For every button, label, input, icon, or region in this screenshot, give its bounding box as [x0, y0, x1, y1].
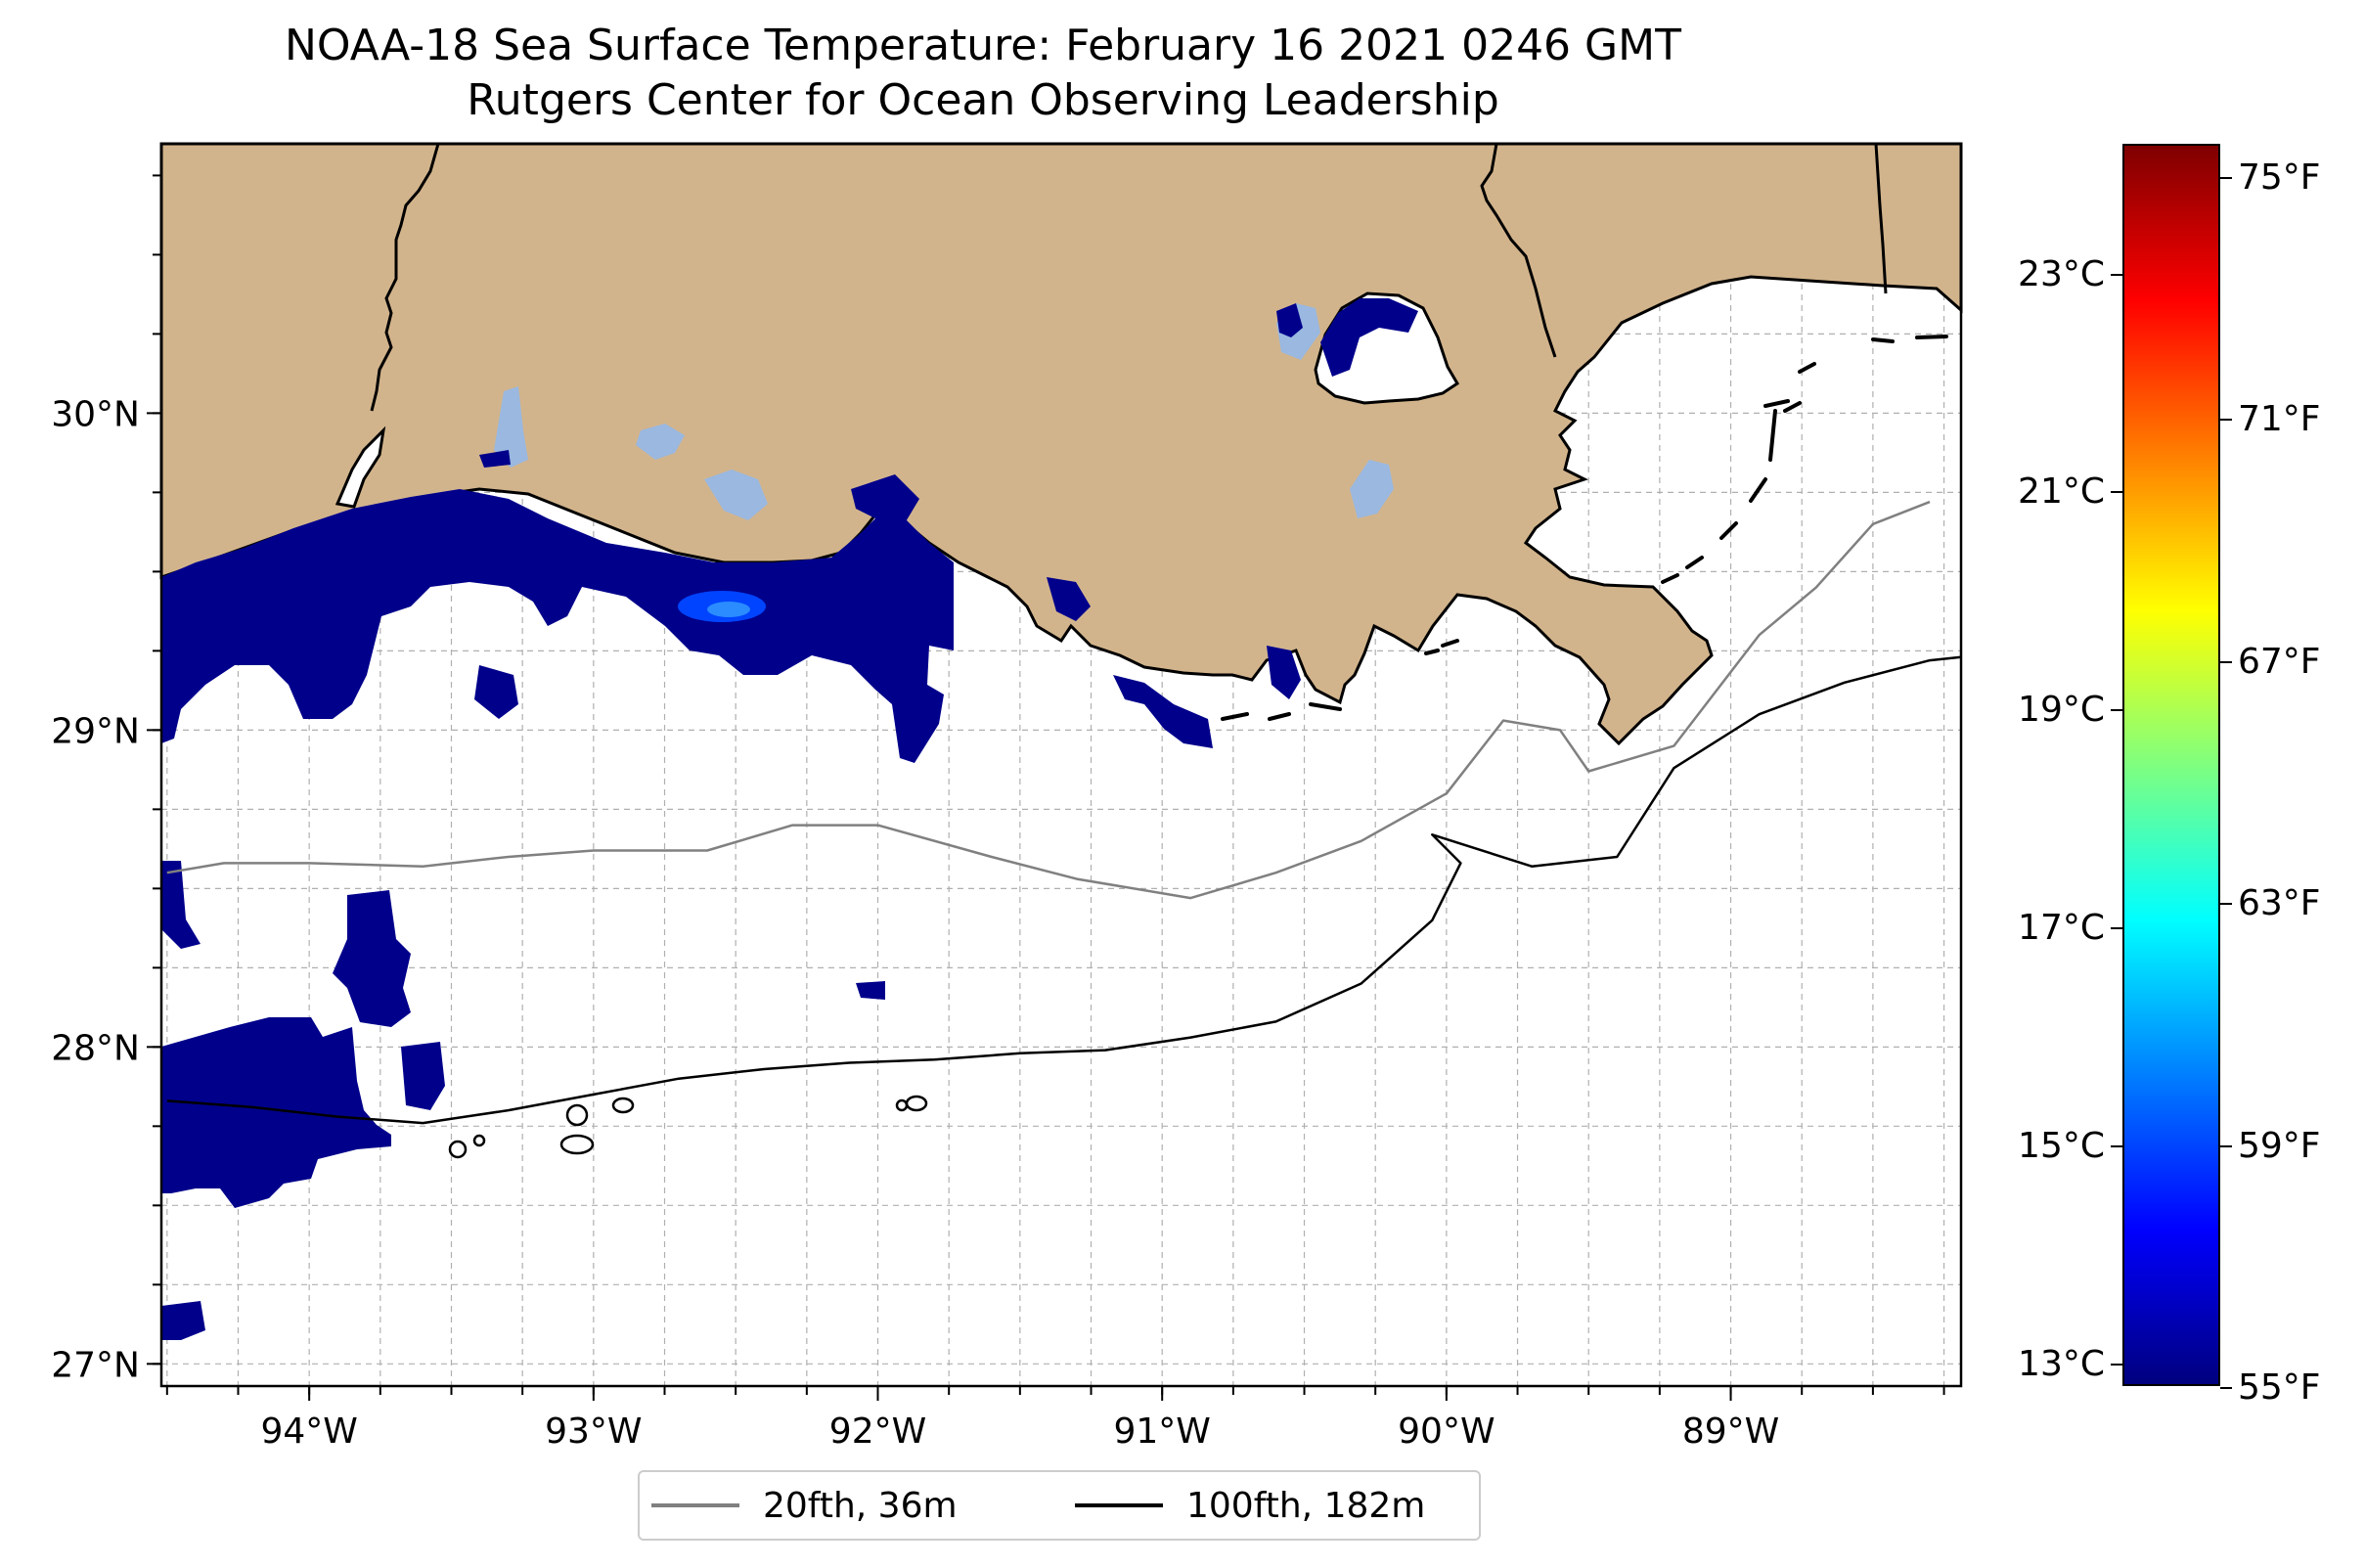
- map-title: NOAA-18 Sea Surface Temperature: Februar…: [285, 21, 1681, 70]
- lat-tick-label: 27°N: [51, 1345, 140, 1385]
- colorbar-fahrenheit-label: 75°F: [2238, 157, 2321, 198]
- colorbar-fahrenheit-tick: [2220, 660, 2232, 663]
- lon-tick-label: 92°W: [829, 1411, 926, 1452]
- map-subtitle: Rutgers Center for Ocean Observing Leade…: [467, 75, 1499, 125]
- colorbar-celsius-tick: [2111, 491, 2122, 494]
- colorbar-fahrenheit-label: 59°F: [2238, 1125, 2321, 1166]
- colorbar-fahrenheit-label: 67°F: [2238, 641, 2321, 682]
- legend-label-20fth: 20fth, 36m: [763, 1485, 958, 1526]
- legend-item-100fth: 100fth, 182m: [1075, 1472, 1425, 1539]
- border-ms-al: [1874, 143, 1888, 294]
- legend-label-100fth: 100fth, 182m: [1186, 1485, 1426, 1526]
- colorbar-celsius-tick: [2111, 1363, 2122, 1366]
- contour-100fth: [166, 655, 1962, 1125]
- colorbar-celsius-tick: [2111, 709, 2122, 712]
- sst-cool-patches: [678, 591, 766, 622]
- colorbar-celsius-label: 19°C: [2018, 690, 2105, 731]
- colorbar-fahrenheit-tick: [2220, 419, 2232, 422]
- colorbar-fahrenheit-tick: [2220, 903, 2232, 906]
- border-la-ms: [1480, 143, 1557, 358]
- colorbar-fahrenheit-tick: [2220, 176, 2232, 179]
- lat-tick-label: 29°N: [51, 711, 140, 751]
- contour-20fth: [166, 500, 1931, 900]
- colorbar-fahrenheit-label: 63°F: [2238, 883, 2321, 924]
- lon-tick-label: 90°W: [1398, 1411, 1495, 1452]
- map-legend: 20fth, 36m 100fth, 182m: [638, 1470, 1481, 1541]
- colorbar-celsius-tick: [2111, 273, 2122, 276]
- shoals: [448, 1095, 928, 1159]
- lon-tick-label: 91°W: [1113, 1411, 1210, 1452]
- barrier-islands: [1221, 335, 1948, 721]
- map-ticks: 94°W 93°W 92°W 91°W 90°W 89°W 27°N 28°N 29°N 30°N: [51, 174, 1945, 1452]
- lat-tick-label: 28°N: [51, 1028, 140, 1068]
- colorbar-celsius-label: 15°C: [2018, 1125, 2105, 1166]
- border-tx-la: [370, 143, 440, 412]
- lat-tick-label: 30°N: [51, 394, 140, 434]
- sst-cold-patches: [161, 298, 1418, 1340]
- colorbar-celsius-label: 17°C: [2018, 908, 2105, 949]
- colorbar-fahrenheit-label: 55°F: [2238, 1367, 2321, 1409]
- colorbar-fahrenheit-label: 71°F: [2238, 399, 2321, 440]
- colorbar: [2122, 144, 2220, 1386]
- sabine-lake: [335, 426, 386, 509]
- legend-swatch-20fth: [651, 1503, 739, 1507]
- colorbar-celsius-tick: [2111, 927, 2122, 930]
- colorbar-fahrenheit-tick: [2220, 1144, 2232, 1147]
- lon-tick-label: 93°W: [545, 1411, 642, 1452]
- lon-tick-label: 89°W: [1682, 1411, 1779, 1452]
- colorbar-celsius-label: 23°C: [2018, 253, 2105, 294]
- colorbar-fahrenheit-tick: [2220, 1387, 2232, 1390]
- colorbar-celsius-label: 13°C: [2018, 1343, 2105, 1384]
- legend-swatch-100fth: [1075, 1503, 1163, 1507]
- colorbar-celsius-tick: [2111, 1144, 2122, 1147]
- legend-item-20fth: 20fth, 36m: [651, 1472, 958, 1539]
- lon-tick-label: 94°W: [260, 1411, 357, 1452]
- colorbar-celsius-label: 21°C: [2018, 471, 2105, 513]
- map-frame: [159, 142, 1963, 1388]
